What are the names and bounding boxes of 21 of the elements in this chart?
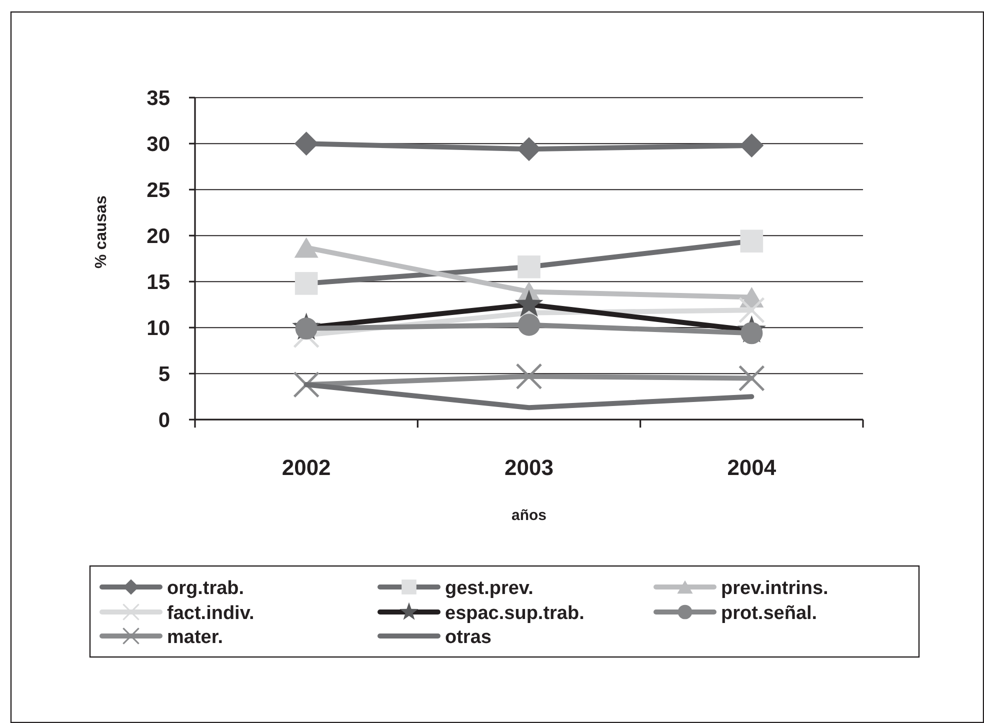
x-axis-title: años	[511, 507, 547, 524]
x-tick-label: 2003	[504, 455, 554, 480]
legend-label: mater.	[167, 626, 223, 648]
x-tick-label: 2004	[727, 455, 777, 480]
legend-label: otras	[445, 626, 492, 648]
y-tick-label: 25	[146, 179, 170, 202]
y-tick-label: 15	[146, 271, 170, 294]
y-tick-label: 5	[158, 363, 170, 386]
y-tick-label: 30	[146, 133, 170, 156]
y-axis-title: % causas	[93, 195, 110, 268]
legend-label: fact.indiv.	[167, 602, 254, 624]
x-tick-label: 2002	[282, 455, 331, 480]
y-tick-label: 0	[158, 409, 170, 432]
legend-label: prev.intrins.	[721, 578, 828, 599]
y-tick-label: 20	[146, 225, 170, 248]
legend-label: espac.sup.trab.	[445, 602, 584, 624]
legend-label: gest.prev.	[445, 578, 534, 599]
y-tick-label: 10	[146, 317, 170, 340]
y-tick-label: 35	[146, 87, 170, 110]
legend-label: prot.señal.	[721, 602, 818, 624]
legend-label: org.trab.	[167, 578, 244, 599]
